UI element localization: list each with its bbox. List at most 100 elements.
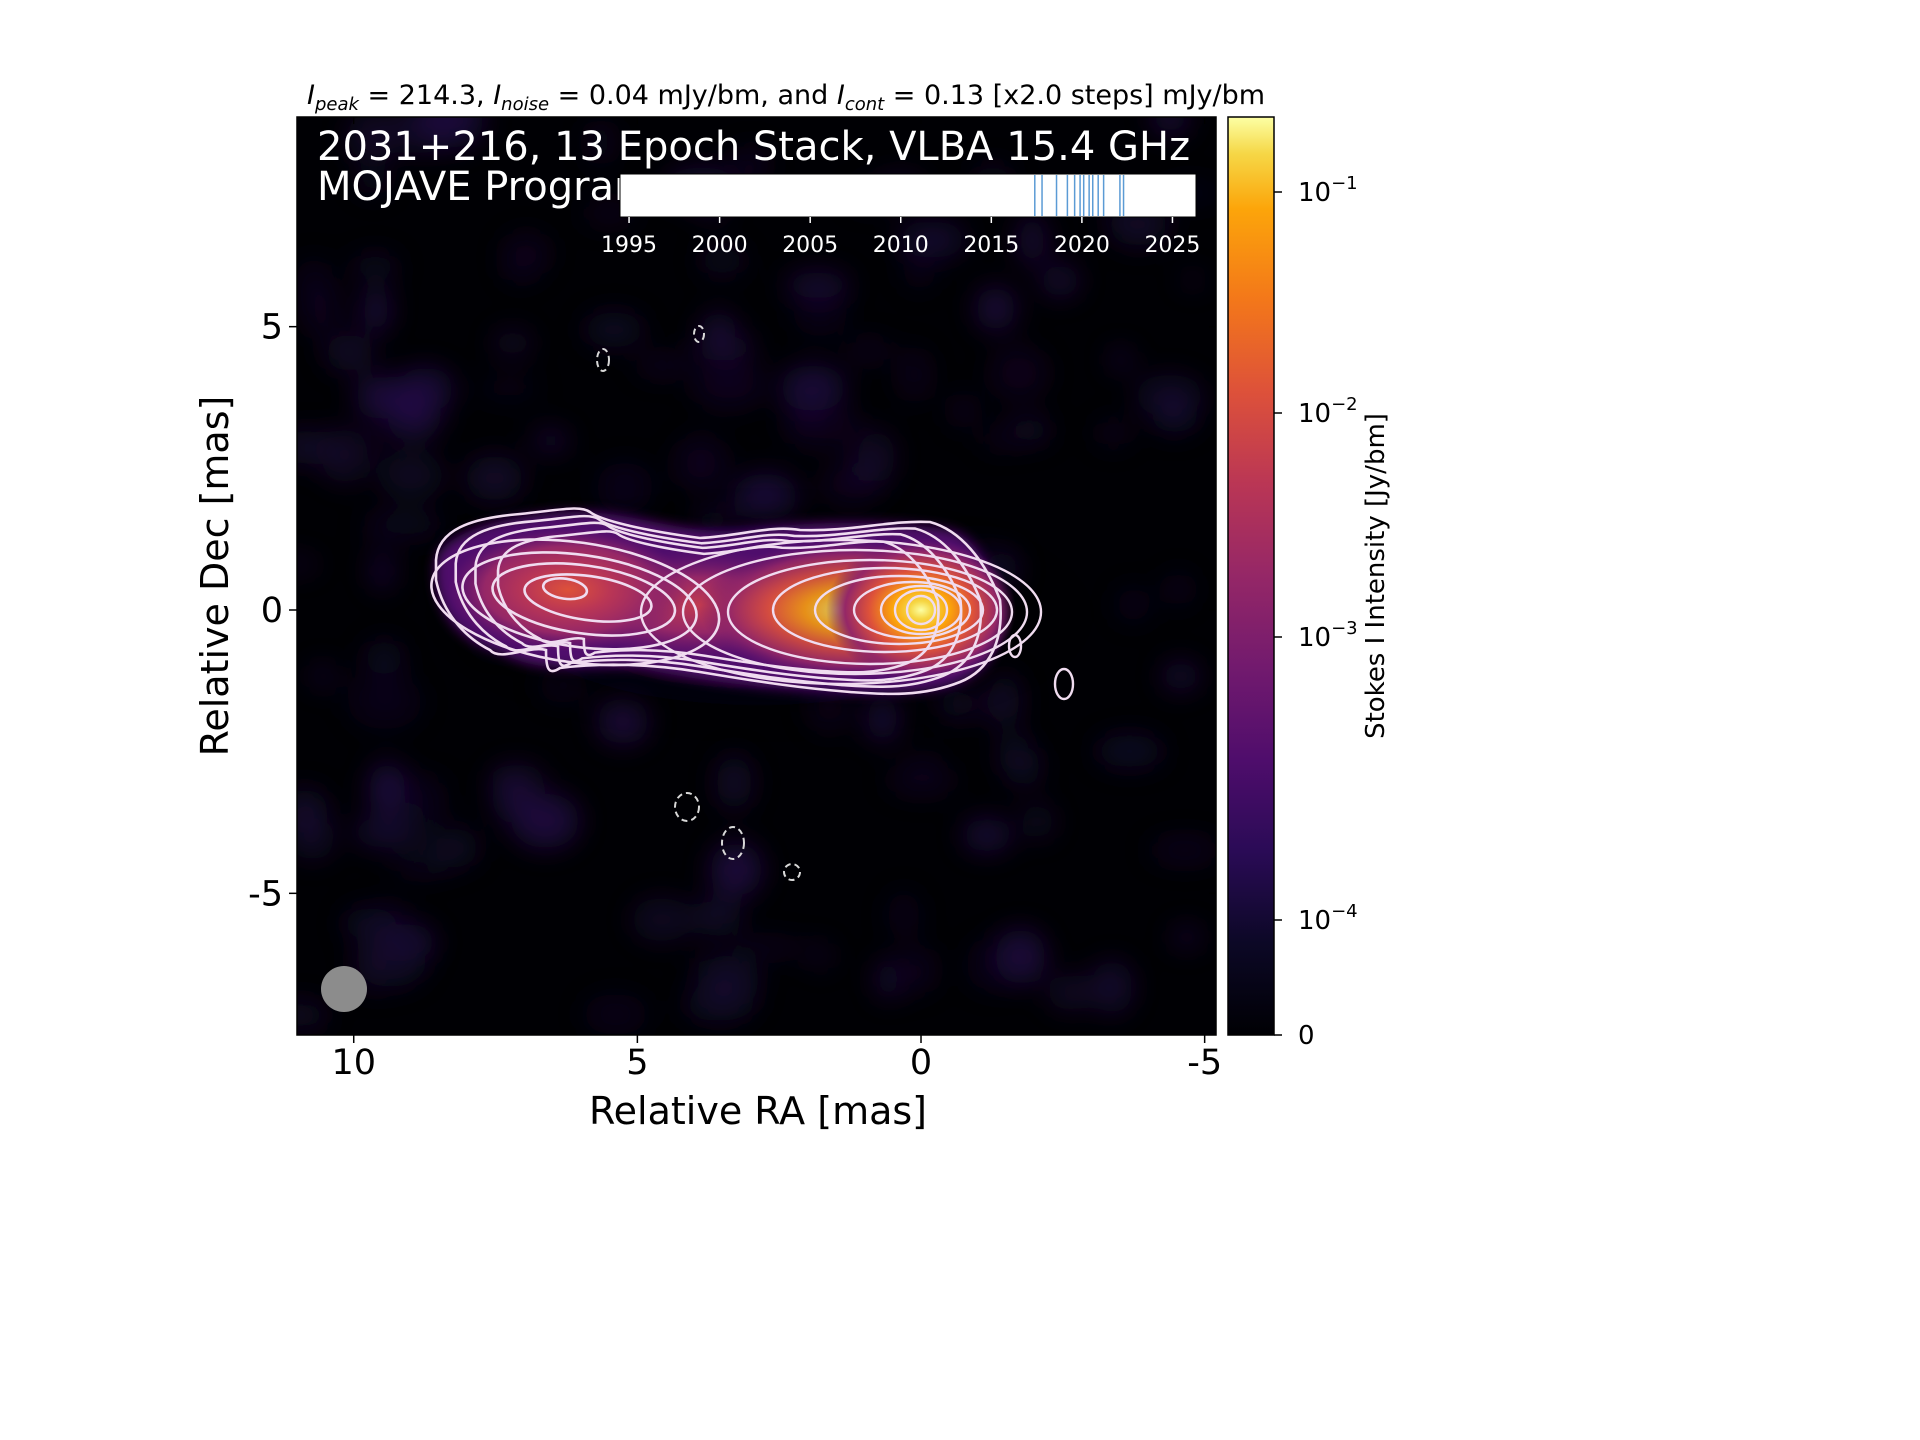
noise-blob	[531, 429, 570, 452]
knot-contour	[461, 551, 698, 651]
knot-contour-peak	[541, 577, 589, 601]
noise-blob	[1134, 374, 1205, 418]
x-tick-label: 10	[331, 1043, 376, 1083]
y-tick-label: 5	[261, 308, 283, 348]
core-contour	[771, 566, 999, 654]
y-axis-label: Relative Dec [mas]	[193, 396, 237, 757]
noise-blob	[780, 365, 846, 412]
noise-blob	[702, 311, 736, 345]
x-axis-ticks: 10 5 0 -5	[331, 117, 1222, 1083]
noise-blob	[347, 673, 423, 730]
noise-blob	[366, 429, 392, 452]
x-tick-label: -5	[1187, 1043, 1222, 1083]
noise-blob	[903, 253, 935, 291]
noise-blob	[391, 858, 449, 875]
noise-blob	[875, 958, 901, 1000]
title-cont-symbol: I	[837, 80, 845, 111]
noise-blob	[1095, 734, 1164, 768]
title-cont-subscript: cont	[845, 94, 885, 115]
noise-blob	[952, 392, 974, 429]
timeline-tick-label: 2000	[692, 233, 748, 258]
noise-blob	[492, 330, 534, 357]
core-contour	[879, 584, 963, 636]
noise-blob	[503, 232, 550, 275]
timeline-ticks: 1995 2000 2005 2010 2015 2020 2025	[601, 217, 1200, 258]
noise-blob	[692, 334, 757, 361]
noise-blob	[362, 287, 390, 333]
noise-blob	[899, 347, 930, 403]
contour-level-3	[474, 521, 963, 682]
core-contour	[905, 594, 937, 626]
intensity-contours	[430, 507, 1075, 701]
noise-blob	[976, 286, 1016, 331]
title-peak-symbol: I	[307, 80, 315, 111]
core-contour	[681, 548, 1029, 676]
noise-blob	[589, 119, 613, 166]
noise-blob	[886, 765, 958, 796]
title-peak-text: = 214.3,	[359, 80, 493, 111]
timeline-tick-label: 2015	[963, 233, 1019, 258]
noise-blob	[347, 117, 398, 161]
negative-contour	[783, 863, 801, 881]
noise-blob	[465, 455, 524, 502]
noise-blob	[360, 517, 402, 538]
noise-blob	[1151, 117, 1189, 133]
noise-blob	[998, 730, 1030, 776]
timeline-tick-label: 2020	[1054, 233, 1110, 258]
title-noise-text: = 0.04 mJy/bm, and	[549, 80, 837, 111]
colorbar-gradient	[1227, 116, 1275, 1036]
negative-contours	[596, 325, 801, 881]
noise-blob	[364, 639, 404, 677]
noise-blob	[325, 334, 374, 372]
core-contour	[893, 588, 949, 632]
noise-blob	[793, 293, 847, 336]
image-plot	[297, 117, 1216, 1035]
noise-blob	[810, 941, 832, 970]
noise-blob	[1047, 974, 1091, 1011]
timeline-tick-label: 1995	[601, 233, 657, 258]
noise-blob	[980, 428, 1017, 450]
colorbar-ticks: 10−1 10−2 10−3 10−4 0	[1274, 173, 1358, 1051]
noise-blob	[1167, 573, 1190, 606]
timeline-tick-label: 2025	[1144, 233, 1200, 258]
noise-blob	[427, 827, 480, 868]
noise-blob	[1109, 348, 1132, 371]
timeline-box	[619, 173, 1197, 218]
title-noise-symbol: I	[493, 80, 501, 111]
noise-blob	[1018, 215, 1046, 266]
noise-blob	[511, 793, 580, 849]
noise-blob	[846, 339, 892, 363]
epoch-timeline: 1995 2000 2005 2010 2015 2020 2025	[601, 173, 1200, 258]
noise-blob	[1096, 420, 1131, 447]
noise-blob	[377, 452, 444, 499]
colorbar-tick-label: 10−3	[1298, 618, 1358, 653]
noise-blob	[351, 253, 399, 280]
noise-blob	[1170, 925, 1204, 949]
noise-blob	[716, 754, 752, 811]
colorbar-tick-label: 10−1	[1298, 173, 1358, 208]
noise-blob	[692, 362, 766, 409]
noise-blob	[967, 940, 1013, 992]
noise-blob	[784, 271, 852, 299]
noise-blob	[887, 890, 921, 940]
noise-blob	[1040, 264, 1080, 298]
noise-blob	[373, 904, 407, 935]
beam-ellipse	[321, 966, 367, 1012]
noise-blob	[903, 947, 935, 994]
noise-blob	[371, 551, 393, 591]
noise-blob	[898, 221, 967, 258]
colorbar-tick-label: 10−4	[1298, 901, 1358, 936]
timeline-epochs	[1034, 175, 1125, 216]
noise-blob	[1161, 661, 1201, 691]
y-axis-ticks: 5 0 -5	[248, 308, 1216, 914]
knot-contour	[430, 538, 721, 667]
noise-blob	[1116, 587, 1151, 623]
noise-blob	[795, 409, 865, 449]
noise-blob	[356, 938, 426, 988]
noise-blob	[321, 427, 368, 484]
noise-blob	[710, 842, 763, 897]
noise-blob	[476, 378, 541, 400]
title-cont-text: = 0.13 [x2.0 steps] mJy/bm	[884, 80, 1265, 111]
noise-blob	[858, 430, 895, 485]
